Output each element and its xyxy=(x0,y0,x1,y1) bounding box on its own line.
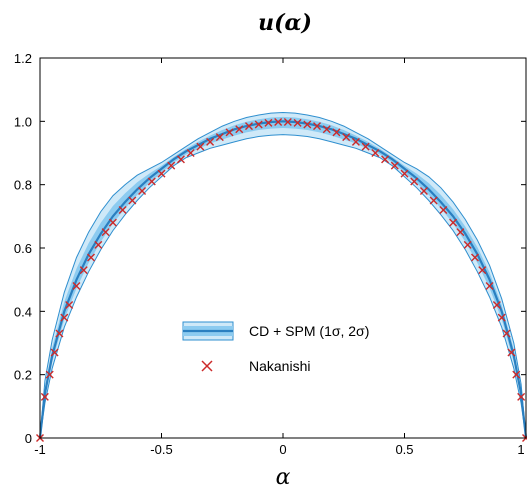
nakanishi-marker xyxy=(293,118,302,127)
nakanishi-marker xyxy=(50,348,59,357)
nakanishi-marker xyxy=(157,169,166,178)
nakanishi-marker xyxy=(410,177,419,186)
nakanishi-markers xyxy=(36,117,527,442)
nakanishi-marker xyxy=(72,282,81,290)
nakanishi-marker xyxy=(101,228,110,237)
nakanishi-marker xyxy=(439,206,448,214)
nakanishi-marker xyxy=(244,122,253,131)
nakanishi-marker xyxy=(40,392,49,401)
nakanishi-marker xyxy=(351,137,360,146)
nakanishi-marker xyxy=(215,133,224,142)
nakanishi-marker xyxy=(332,128,341,137)
nakanishi-marker xyxy=(419,187,428,195)
nakanishi-marker xyxy=(449,218,458,227)
nakanishi-marker xyxy=(225,128,234,137)
y-tick-label: 1.2 xyxy=(14,51,32,66)
nakanishi-marker xyxy=(485,282,494,290)
nakanishi-marker xyxy=(361,142,370,151)
nakanishi-marker xyxy=(497,313,506,322)
nakanishi-marker xyxy=(342,133,351,142)
y-tick-label: 0.6 xyxy=(14,241,32,256)
nakanishi-marker xyxy=(429,196,438,205)
nakanishi-marker xyxy=(94,240,103,249)
nakanishi-marker xyxy=(87,253,96,262)
nakanishi-marker xyxy=(138,187,147,195)
nakanishi-marker xyxy=(65,301,74,309)
y-axis-ticks: 0 0.2 0.4 0.6 0.8 1.0 1.2 xyxy=(14,51,526,446)
legend-marker-nakanishi xyxy=(201,360,213,372)
nakanishi-marker xyxy=(322,125,331,134)
nakanishi-marker xyxy=(167,161,176,170)
nakanishi-marker xyxy=(507,348,516,357)
nakanishi-marker xyxy=(176,155,185,164)
nakanishi-marker xyxy=(254,120,263,129)
y-tick-label: 0.8 xyxy=(14,178,32,193)
y-tick-label: 0 xyxy=(25,431,32,446)
nakanishi-marker xyxy=(264,118,273,127)
x-tick-label: -0.5 xyxy=(150,442,172,457)
nakanishi-marker xyxy=(303,120,312,129)
nakanishi-marker xyxy=(381,155,390,164)
band-1sigma xyxy=(40,116,526,439)
y-tick-label: 0.2 xyxy=(14,368,32,383)
nakanishi-marker xyxy=(512,370,521,379)
nakanishi-marker xyxy=(502,329,511,338)
nakanishi-marker xyxy=(517,392,526,401)
nakanishi-marker xyxy=(235,125,244,134)
nakanishi-marker xyxy=(118,206,127,214)
nakanishi-marker xyxy=(274,117,283,126)
chart-title: u(α) xyxy=(258,10,312,36)
nakanishi-marker xyxy=(108,218,117,227)
plot-area xyxy=(36,111,527,442)
x-axis-ticks: -1 -0.5 0 0.5 1 xyxy=(34,58,527,457)
nakanishi-marker xyxy=(196,142,205,151)
nakanishi-marker xyxy=(390,161,399,170)
nakanishi-marker xyxy=(456,228,465,237)
nakanishi-marker xyxy=(55,329,64,338)
y-tick-label: 1.0 xyxy=(14,114,32,129)
nakanishi-marker xyxy=(79,266,88,275)
nakanishi-marker xyxy=(128,196,137,205)
nakanishi-marker xyxy=(60,313,69,322)
nakanishi-marker xyxy=(371,149,380,157)
legend-label-cd-spm: CD + SPM (1σ, 2σ) xyxy=(249,323,369,339)
nakanishi-marker xyxy=(186,149,195,157)
nakanishi-marker xyxy=(470,253,479,262)
nakanishi-marker xyxy=(400,169,409,178)
band-2sigma xyxy=(39,111,527,439)
legend-label-nakanishi: Nakanishi xyxy=(249,358,310,374)
nakanishi-marker xyxy=(283,117,292,126)
cd-spm-center-line xyxy=(38,120,527,439)
x-tick-label: 0 xyxy=(279,442,286,457)
nakanishi-marker xyxy=(147,177,156,186)
legend: CD + SPM (1σ, 2σ) Nakanishi xyxy=(182,321,369,374)
nakanishi-marker xyxy=(45,370,54,379)
x-tick-label: 1 xyxy=(517,442,524,457)
nakanishi-marker xyxy=(478,266,487,275)
nakanishi-marker xyxy=(206,137,215,146)
nakanishi-marker xyxy=(313,122,322,131)
y-tick-label: 0.4 xyxy=(14,304,32,319)
x-tick-label: 0.5 xyxy=(395,442,413,457)
nakanishi-marker xyxy=(463,240,472,249)
x-axis-label: α xyxy=(276,465,291,489)
nakanishi-marker xyxy=(492,301,501,309)
x-tick-label: -1 xyxy=(34,442,46,457)
